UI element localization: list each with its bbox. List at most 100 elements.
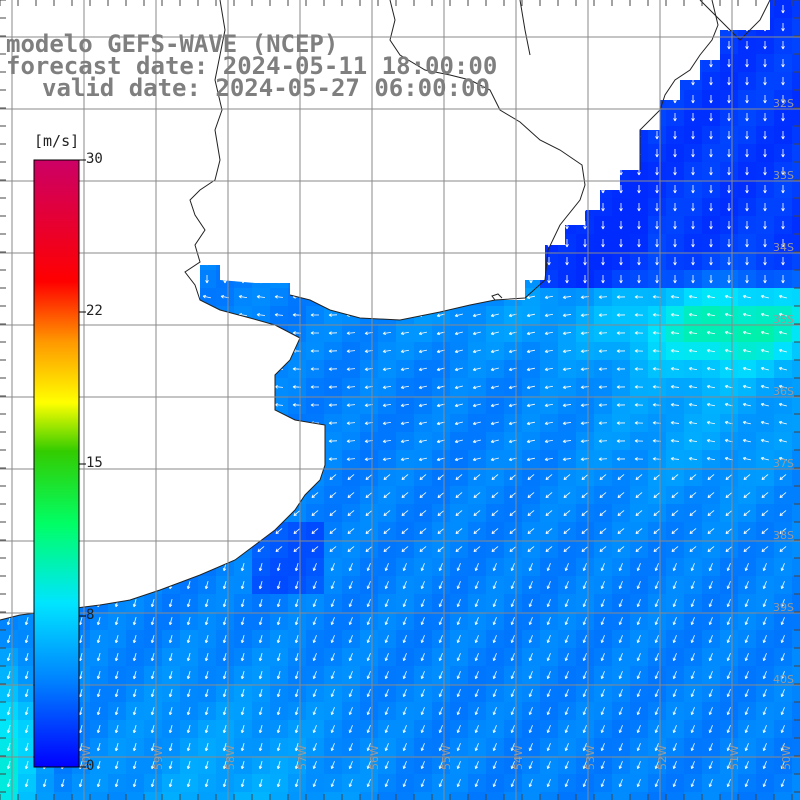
wind-arrow <box>313 221 317 230</box>
wind-speed-cell <box>252 0 271 19</box>
wind-arrow <box>618 635 623 644</box>
wind-arrow <box>151 275 155 284</box>
wind-arrow <box>619 257 623 266</box>
wind-arrow <box>132 779 137 788</box>
wind-arrow <box>349 185 353 194</box>
wind-arrow <box>22 403 32 407</box>
wind-speed-cell <box>504 0 523 19</box>
wind-arrow <box>653 492 661 498</box>
wind-speed-cell <box>486 252 505 271</box>
wind-speed-cell <box>252 504 271 523</box>
wind-arrow <box>634 295 644 299</box>
wind-speed-cell <box>288 252 307 271</box>
wind-arrow <box>725 510 733 516</box>
wind-arrow <box>132 581 137 590</box>
wind-arrow <box>653 528 661 534</box>
wind-arrow <box>115 275 119 284</box>
wind-arrow <box>186 563 191 572</box>
wind-arrow <box>24 779 29 788</box>
wind-arrow <box>25 203 29 212</box>
wind-arrow <box>184 384 193 389</box>
wind-arrow <box>5 528 13 534</box>
wind-arrow <box>7 221 11 230</box>
wind-arrow <box>673 257 677 266</box>
wind-arrow <box>114 779 119 788</box>
wind-speed-cell <box>108 504 127 523</box>
wind-arrow <box>472 403 481 408</box>
wind-arrow <box>654 743 659 752</box>
wind-arrow <box>763 41 767 50</box>
wind-arrow <box>725 474 733 480</box>
wind-arrow <box>114 707 119 716</box>
wind-arrow <box>203 528 211 534</box>
wind-speed-cell <box>468 234 487 253</box>
wind-speed-cell <box>450 288 469 307</box>
wind-arrow <box>79 149 83 158</box>
wind-speed-cell <box>432 252 451 271</box>
wind-arrow <box>256 421 266 425</box>
wind-arrow <box>672 581 677 590</box>
wind-speed-cell <box>108 342 127 361</box>
wind-speed-cell <box>612 54 631 73</box>
wind-arrow <box>655 77 659 86</box>
wind-arrow <box>168 743 173 752</box>
wind-speed-cell <box>360 198 379 217</box>
wind-speed-cell <box>486 270 505 289</box>
wind-arrow <box>528 707 533 716</box>
wind-arrow <box>599 528 607 534</box>
wind-arrow <box>474 743 479 752</box>
wind-speed-cell <box>288 486 307 505</box>
wind-arrow <box>313 167 317 176</box>
wind-arrow <box>456 653 461 662</box>
wind-speed-cell <box>576 18 595 37</box>
wind-arrow <box>527 492 535 498</box>
wind-speed-cell <box>252 468 271 487</box>
wind-speed-cell <box>90 558 109 577</box>
wind-arrow <box>205 203 209 212</box>
wind-speed-cell <box>108 180 127 199</box>
wind-speed-cell <box>792 342 800 361</box>
wind-speed-cell <box>360 216 379 235</box>
wind-speed-cell <box>792 252 800 271</box>
wind-speed-cell <box>504 18 523 37</box>
wind-arrow <box>79 257 83 266</box>
wind-arrow <box>762 761 767 770</box>
wind-arrow <box>673 221 677 230</box>
wind-arrow <box>726 707 731 716</box>
wind-arrow <box>673 275 677 284</box>
wind-speed-cell <box>180 162 199 181</box>
wind-arrow <box>22 367 32 371</box>
wind-speed-cell <box>288 162 307 181</box>
wind-arrow <box>239 528 247 534</box>
wind-arrow <box>240 707 245 716</box>
wind-arrow <box>744 671 749 680</box>
wind-arrow <box>25 95 29 104</box>
wind-speed-cell <box>630 126 649 145</box>
wind-arrow <box>151 221 155 230</box>
wind-speed-cell <box>270 180 289 199</box>
wind-arrow <box>184 420 193 425</box>
wind-arrow <box>526 439 535 444</box>
wind-arrow <box>385 23 389 32</box>
wind-arrow <box>420 563 425 572</box>
wind-speed-cell <box>540 0 559 19</box>
wind-arrow <box>6 689 11 698</box>
wind-arrow <box>310 403 320 407</box>
wind-speed-cell <box>216 414 235 433</box>
wind-arrow <box>637 95 641 104</box>
wind-arrow <box>726 779 731 788</box>
wind-arrow <box>400 349 410 354</box>
wind-speed-cell <box>252 378 271 397</box>
wind-speed-cell <box>198 162 217 181</box>
wind-arrow <box>421 131 425 140</box>
wind-arrow <box>781 275 785 284</box>
wind-speed-cell <box>0 144 19 163</box>
wind-arrow <box>546 707 551 716</box>
wind-speed-cell <box>792 0 800 19</box>
wind-arrow <box>742 294 751 299</box>
wind-arrow <box>546 581 551 590</box>
wind-speed-cell <box>666 18 685 37</box>
wind-arrow <box>564 599 569 608</box>
wind-arrow <box>780 635 785 644</box>
wind-arrow <box>275 492 283 498</box>
